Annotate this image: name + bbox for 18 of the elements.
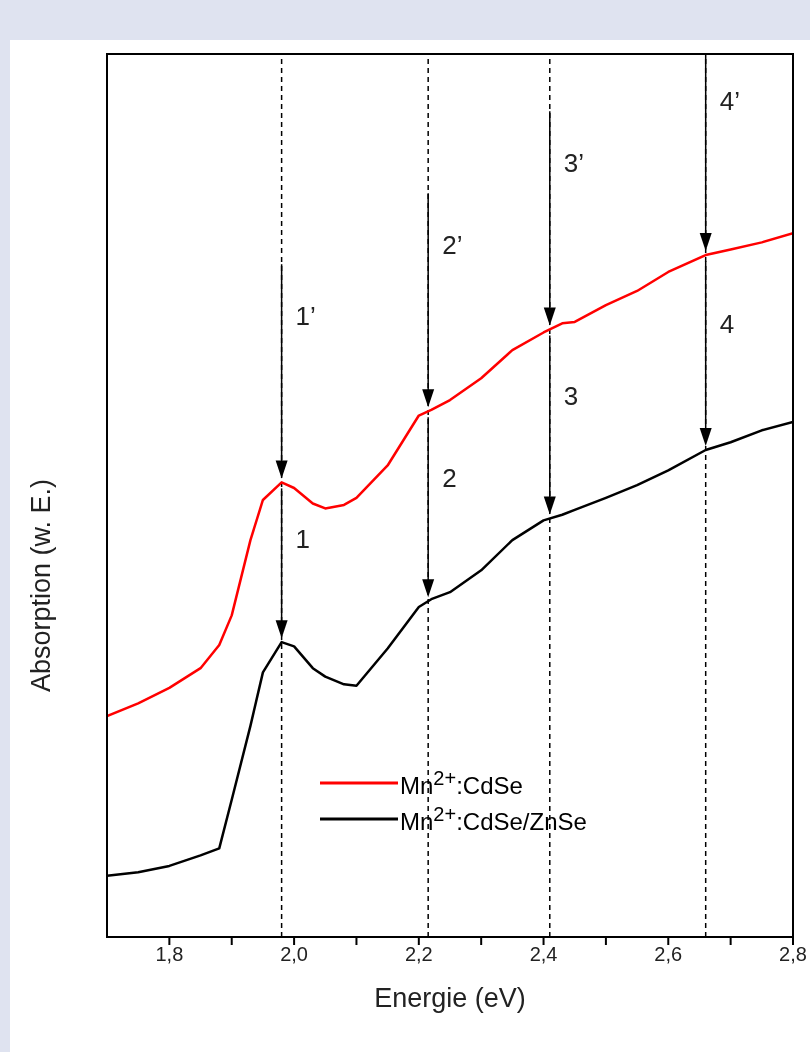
x-tick-label: 2,6 xyxy=(654,943,683,966)
x-tick-label: 2,0 xyxy=(280,943,308,966)
x-axis-title: Energie (eV) xyxy=(374,983,526,1013)
x-tick-label: 2,2 xyxy=(404,943,433,966)
text: 3’ xyxy=(563,147,585,178)
annotation: 3 xyxy=(563,380,579,411)
legend-label: Mn$^{2+}$:CdSe xyxy=(400,766,523,800)
annotation: 4 xyxy=(719,308,735,339)
x-tick-label: 2,8 xyxy=(779,943,807,966)
annotation: 1’ xyxy=(295,300,316,331)
annotation: 2 xyxy=(442,463,457,494)
x-tick-label: 1,8 xyxy=(155,943,184,966)
x-tick-label: 2,4 xyxy=(529,943,558,966)
annotation: 2’ xyxy=(442,229,463,260)
annotation: 1 xyxy=(295,523,311,554)
text: 4’ xyxy=(719,86,740,117)
legend-label: Mn$^{2+}$:CdSe/ZnSe xyxy=(400,802,587,836)
y-axis-title: Absorption (w. E.) xyxy=(26,478,56,693)
